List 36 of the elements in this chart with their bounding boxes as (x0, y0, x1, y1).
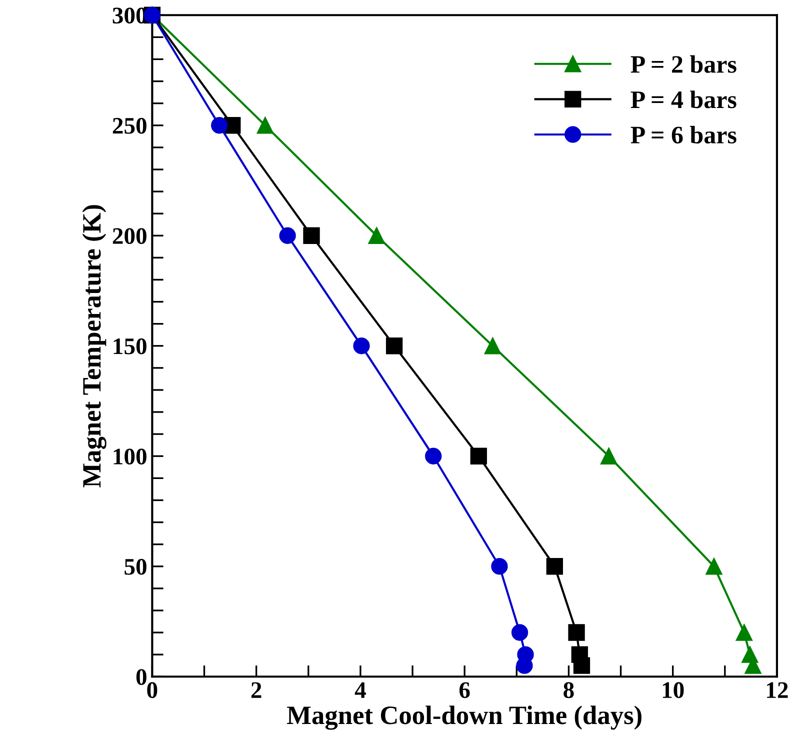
x-axis-title: Magnet Cool-down Time (days) (287, 706, 642, 730)
point (256, 117, 274, 134)
x-tick-label: 12 (767, 682, 788, 698)
legend-label: P = 4 bars (630, 90, 736, 108)
point (573, 657, 590, 674)
x-tick-label: 4 (354, 682, 366, 698)
point (736, 624, 753, 641)
y-tick-label: 200 (112, 228, 146, 244)
point (568, 624, 585, 641)
point (470, 448, 487, 464)
legend-label: P = 6 bars (630, 126, 736, 144)
y-tick-label: 0 (136, 669, 146, 686)
point (484, 338, 502, 354)
point (425, 448, 442, 464)
x-tick-label: 6 (459, 682, 470, 698)
point (279, 227, 296, 244)
x-tick-label: 2 (251, 682, 262, 698)
point (600, 448, 618, 464)
point (491, 558, 508, 575)
x-tick-label: 0 (147, 682, 158, 698)
y-tick-label: 100 (114, 448, 146, 465)
legend-label: P = 2 bars (630, 55, 736, 73)
point (511, 624, 528, 641)
x-tick-label: 10 (662, 682, 684, 698)
x-tick-label: 8 (564, 682, 574, 698)
point (303, 227, 320, 244)
point (368, 227, 385, 244)
point (353, 338, 370, 354)
y-tick-label: 50 (124, 558, 146, 575)
point (546, 558, 563, 575)
y-axis-title: Magnet Temperature (K) (82, 205, 106, 488)
point (706, 558, 722, 575)
point (211, 117, 228, 134)
y-tick-label: 150 (114, 338, 146, 354)
y-tick-label: 250 (112, 118, 146, 134)
point (386, 338, 403, 354)
